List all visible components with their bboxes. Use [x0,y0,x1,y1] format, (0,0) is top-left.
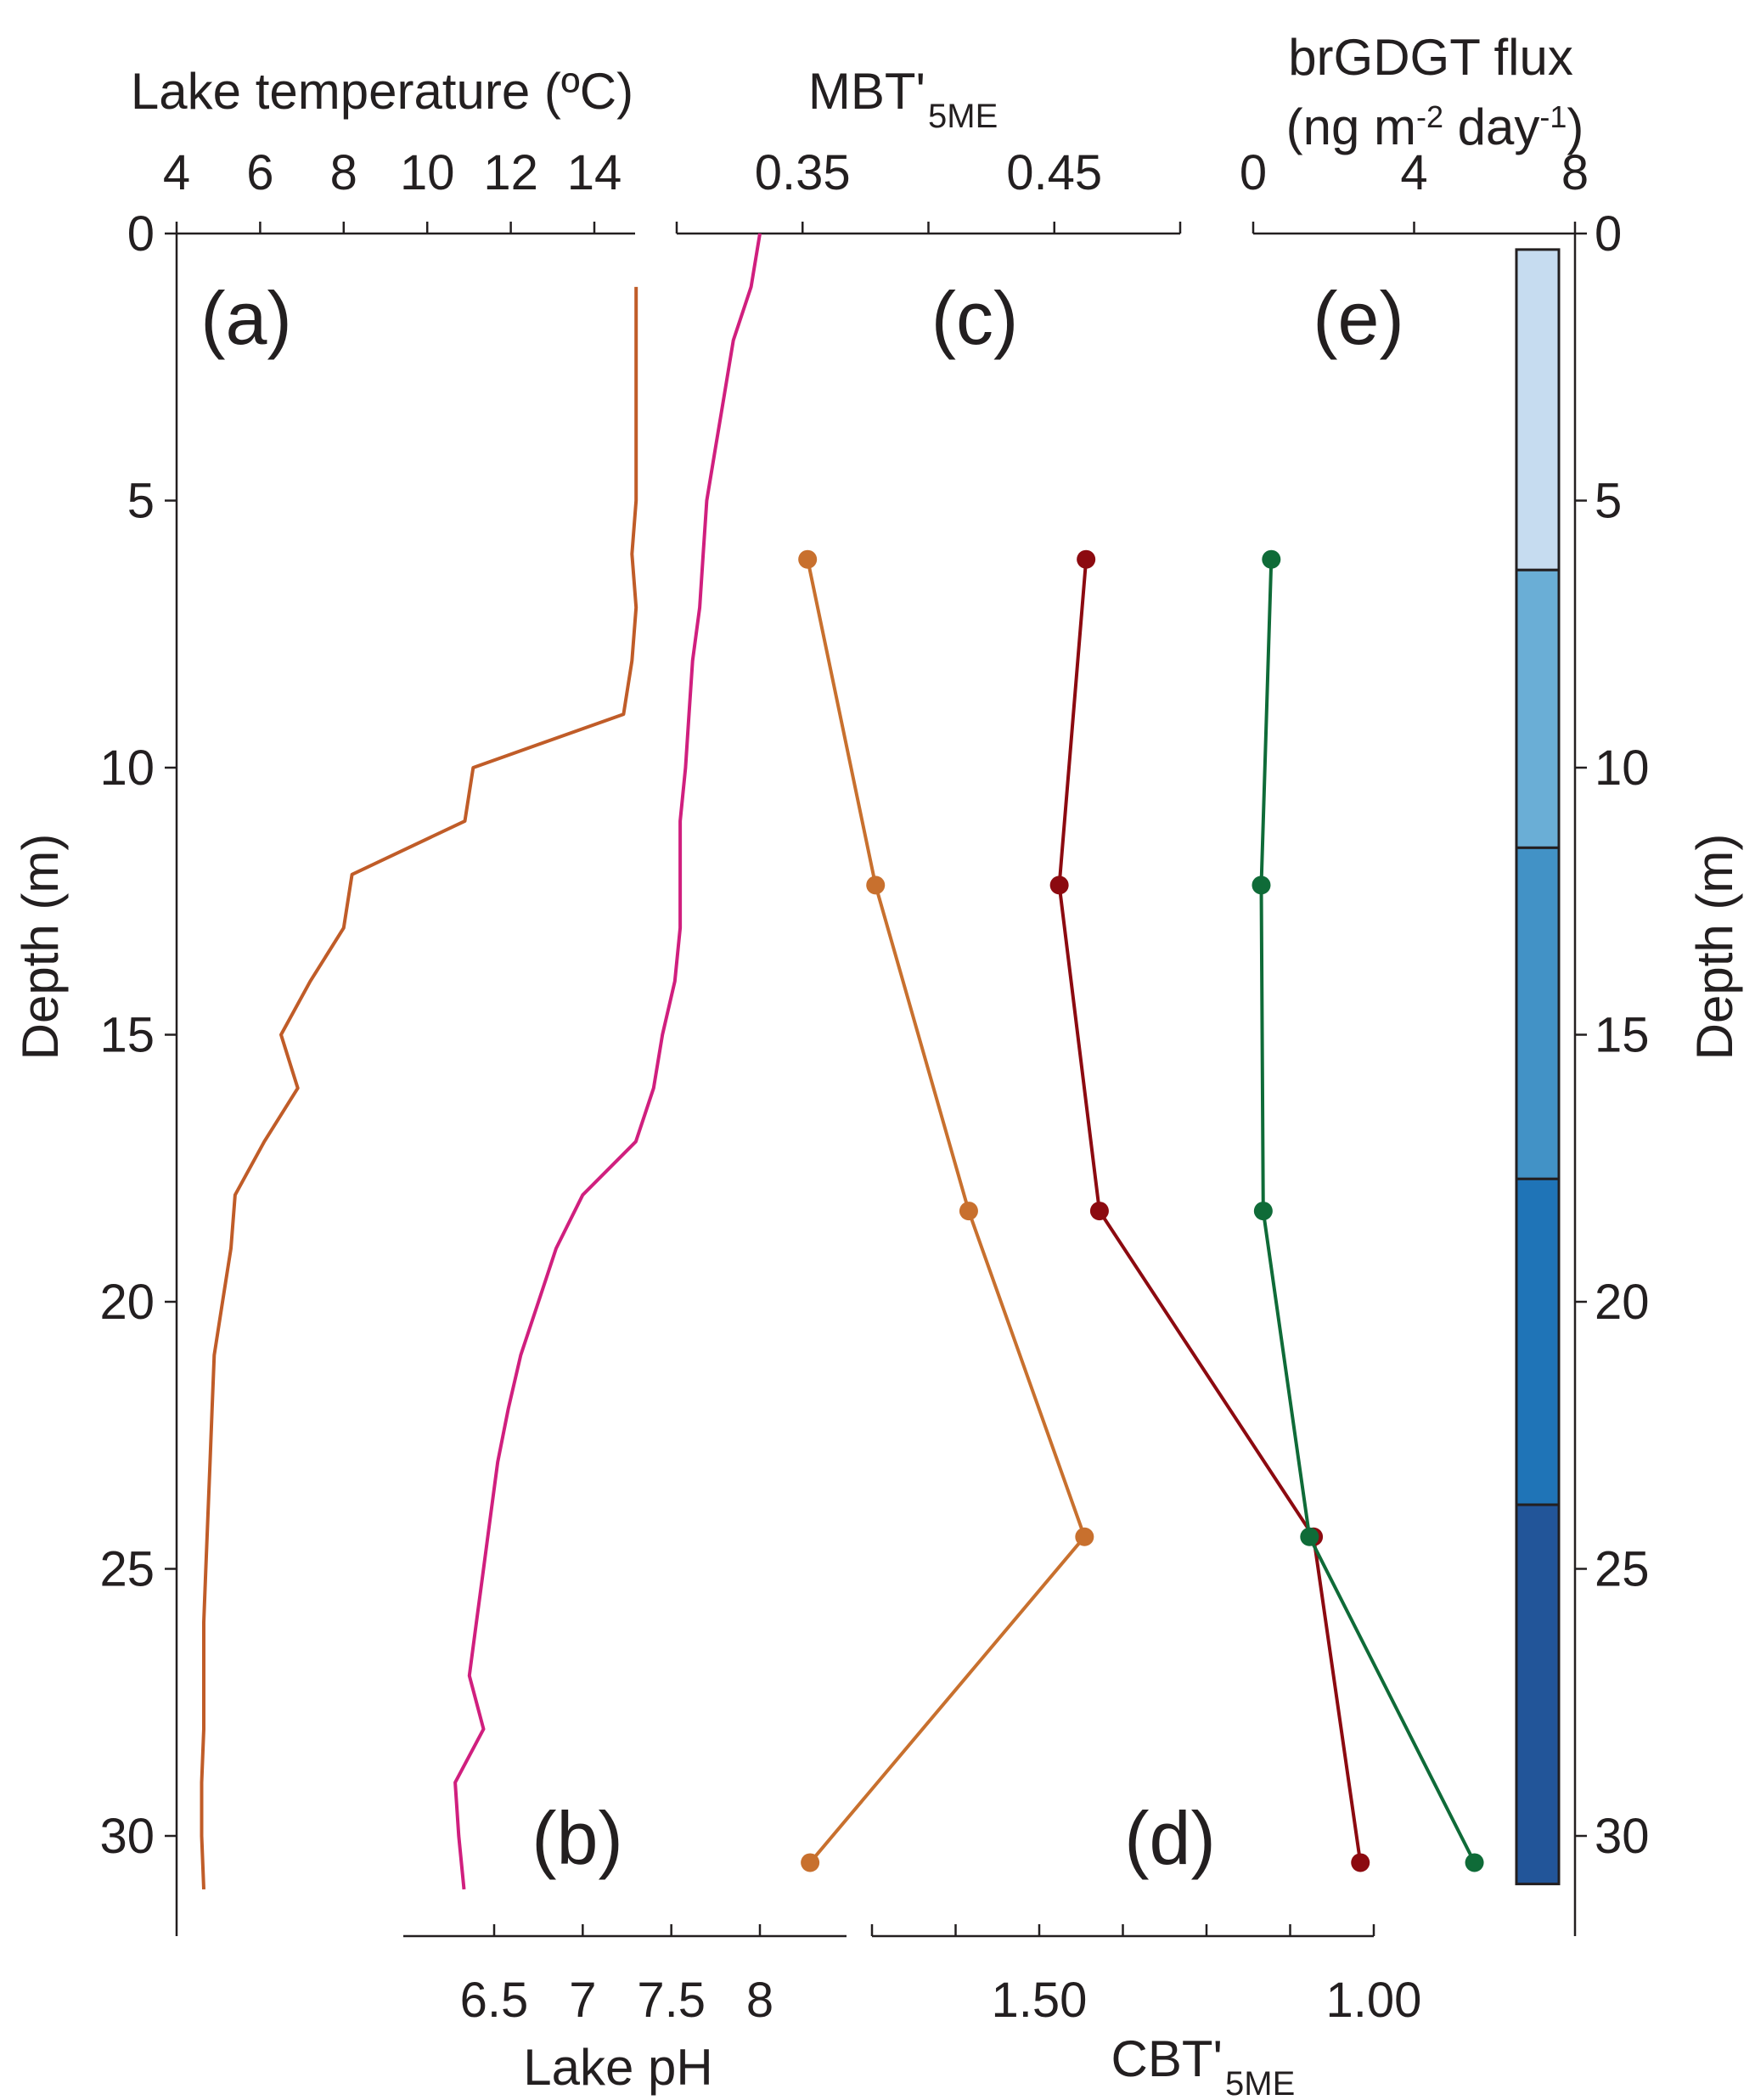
right-depth-tick-label: 10 [1595,740,1650,796]
mbt-axis-title-subscript: 5ME [928,98,998,135]
panel-label-a: (a) [200,276,292,360]
trap-bar-segment [1515,248,1561,571]
right-depth-axis: 0 5 10 15 20 25 30 Depth (m) [1573,206,1743,1936]
right-depth-tick-label: 30 [1595,1809,1650,1864]
panel-d-tick-label: 1.00 [1326,1973,1422,2028]
temperature-axis: 4 6 8 10 12 14 Lake temperature (ºC) [131,63,635,235]
trap-bar-segment [1515,568,1561,849]
cbt-axis-ticks: 1.50 1.00 [870,1924,1422,2028]
left-depth-axis: 0 5 10 15 20 25 30 Depth (m) [12,206,178,1936]
right-depth-tick-label: 20 [1595,1275,1650,1330]
series-point-e [1252,875,1271,895]
left-depth-tick-label: 5 [127,474,155,529]
flux-axis-ticks: 0 4 8 [1240,145,1589,234]
panel-label-d: (d) [1124,1796,1216,1880]
series-point-e [1300,1527,1319,1546]
series-line-b [453,233,762,1890]
right-depth-tick-label: 5 [1595,474,1622,529]
series-point-e [1465,1853,1484,1872]
series-point-d [1089,1202,1109,1221]
left-depth-ticks: 0 5 10 15 20 25 30 [99,206,177,1864]
trap-bar-segment [1515,1503,1561,1886]
left-depth-tick-label: 10 [99,740,155,796]
right-depth-tick-label: 15 [1595,1008,1650,1063]
panel-label-b: (b) [532,1796,623,1880]
ph-axis: 6.5 7 7.5 8 Lake pH [403,1924,847,2096]
flux-axis: 0 4 8 brGDGT flux (ng m-2 day-1) [1240,29,1589,235]
series-point-e [1253,1202,1273,1221]
panel-label-e: (e) [1313,276,1404,360]
series-point-c [959,1202,978,1221]
left-depth-tick-label: 20 [99,1275,155,1330]
panel-e-tick-label: 4 [1400,145,1427,200]
ph-axis-ticks: 6.5 7 7.5 8 [460,1924,773,2028]
mbt-axis: 0.35 0.45 MBT' 5ME [675,63,1182,235]
flux-axis-title-line2: (ng m-2 day-1) [1286,99,1584,155]
temperature-axis-title: Lake temperature (ºC) [131,63,633,120]
panel-b-tick-label: 7.5 [637,1973,706,2028]
mbt-axis-title: MBT' [808,63,925,120]
series-line-c [806,559,1087,1864]
series-point-d [1049,875,1069,895]
series-point-c [801,1853,820,1872]
left-depth-tick-label: 25 [99,1542,155,1597]
series-point-d [1077,549,1096,569]
trap-bar-segment [1515,1177,1561,1506]
cbt-axis-title: CBT' [1111,2030,1223,2087]
panel-label-c: (c) [931,276,1019,360]
series-point-c [1075,1527,1094,1546]
right-depth-ticks: 0 5 10 15 20 25 30 [1575,206,1650,1864]
right-depth-axis-title: Depth (m) [1686,834,1743,1061]
series-point-c [798,549,818,569]
panel-c-tick-label: 0.35 [755,145,851,200]
panel-a-tick-label: 6 [246,145,273,200]
panel-b-tick-label: 8 [746,1973,773,2028]
flux-axis-title-part3: ) [1567,99,1583,155]
panel-a-tick-label: 10 [400,145,455,200]
panel-b-tick-label: 6.5 [460,1973,529,2028]
series-point-d [1351,1853,1370,1872]
flux-axis-title-sup2: -1 [1539,99,1567,134]
left-depth-tick-label: 0 [127,206,155,262]
series-point-e [1262,549,1281,569]
left-depth-tick-label: 30 [99,1809,155,1864]
flux-axis-title-part2: day [1443,99,1539,155]
flux-axis-title-sup1: -2 [1416,99,1443,134]
series-line-e [1259,559,1477,1864]
panel-a-tick-label: 12 [483,145,538,200]
panel-a-tick-label: 8 [330,145,357,200]
series-line-a [200,286,638,1889]
mbt-axis-ticks: 0.35 0.45 [675,145,1182,234]
cbt-axis: 1.50 1.00 CBT' 5ME [870,1924,1422,2100]
panel-e-tick-label: 0 [1240,145,1267,200]
temperature-axis-ticks: 4 6 8 10 12 14 [163,145,622,234]
cbt-axis-title-subscript: 5ME [1225,2065,1295,2100]
panel-a-tick-label: 4 [163,145,190,200]
series-point-c [866,875,886,895]
panel-e-tick-label: 8 [1561,145,1589,200]
sediment-trap-bar [1515,248,1561,1886]
flux-axis-title-part1: (ng m [1286,99,1416,155]
left-depth-axis-title: Depth (m) [12,834,69,1061]
trap-bar-segment [1515,846,1561,1180]
left-depth-tick-label: 15 [99,1008,155,1063]
right-depth-tick-label: 25 [1595,1542,1650,1597]
panel-a-tick-label: 14 [567,145,622,200]
panel-d-tick-label: 1.50 [992,1973,1088,2028]
flux-axis-title-line1: brGDGT flux [1288,29,1573,86]
panel-c-tick-label: 0.45 [1006,145,1102,200]
data-series [200,233,1484,1890]
ph-axis-title: Lake pH [523,2039,712,2096]
panel-b-tick-label: 7 [569,1973,596,2028]
right-depth-tick-label: 0 [1595,206,1622,262]
